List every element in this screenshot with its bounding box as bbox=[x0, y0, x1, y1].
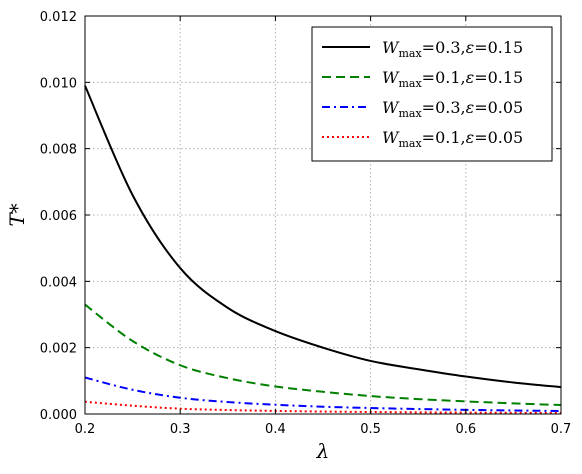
y-tick-label: 0.006 bbox=[40, 209, 77, 224]
series-line-3 bbox=[84, 400, 562, 414]
legend-box bbox=[311, 26, 553, 162]
x-tick-label: 0.5 bbox=[360, 422, 381, 437]
y-tick-label: 0.008 bbox=[40, 143, 77, 158]
x-tick-label: 0.4 bbox=[265, 422, 286, 437]
y-axis-label: T* bbox=[5, 203, 29, 226]
y-tick-label: 0.002 bbox=[40, 342, 77, 357]
legend-entry-0: Wmax=0.3,ε=0.15 bbox=[382, 38, 523, 60]
legend-entry-3: Wmax=0.1,ε=0.05 bbox=[382, 128, 523, 150]
axis-ticks bbox=[84, 15, 562, 415]
y-tick-label: 0.004 bbox=[40, 275, 77, 290]
x-tick-label: 0.2 bbox=[75, 422, 96, 437]
series-line-1 bbox=[84, 303, 562, 407]
x-tick-label: 0.6 bbox=[455, 422, 476, 437]
legend: Wmax=0.3,ε=0.15 Wmax=0.1,ε=0.15 Wmax=0.3,ε… bbox=[311, 26, 553, 162]
x-tick-label: 0.7 bbox=[551, 422, 572, 437]
y-tick-label: 0.010 bbox=[40, 76, 77, 91]
x-axis-label: λ bbox=[316, 439, 330, 463]
y-tick-label: 0.000 bbox=[40, 408, 77, 423]
y-tick-label: 0.012 bbox=[40, 10, 77, 25]
series-lines bbox=[84, 85, 562, 414]
tick-labels: 0.2 0.3 0.4 0.5 0.6 0.7 0.000 0.002 0.004 0.006 0.… bbox=[40, 10, 572, 437]
series-line-2 bbox=[84, 376, 562, 413]
series-line-0 bbox=[84, 85, 562, 389]
legend-entry-1: Wmax=0.1,ε=0.15 bbox=[382, 68, 523, 90]
x-tick-label: 0.3 bbox=[170, 422, 191, 437]
legend-entry-2: Wmax=0.3,ε=0.05 bbox=[382, 98, 523, 120]
